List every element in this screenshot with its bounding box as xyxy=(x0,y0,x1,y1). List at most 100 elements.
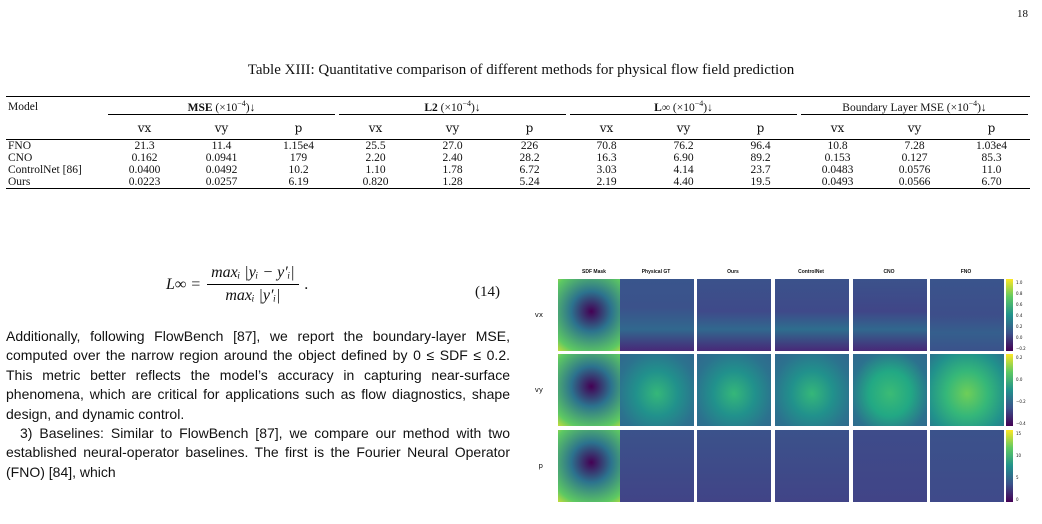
colorbar-tick: 15 xyxy=(1016,431,1022,436)
sub-header-vy: vy xyxy=(445,121,460,135)
table-cell: 2.20 xyxy=(365,152,386,164)
colorbar-vy xyxy=(1006,354,1013,426)
table-row: CNO 0.162 0.0941 179 2.20 2.40 28.2 16.3 6.90 89.… xyxy=(6,152,1030,164)
field-panel-vx-fno xyxy=(930,279,1004,351)
field-panel-p-fno xyxy=(930,430,1004,502)
field-panel-vx-controlnet xyxy=(775,279,849,351)
sub-header-row: vx vy p vx vy p vx vy p vx vy p xyxy=(6,117,1030,140)
colorbar-tick: 5 xyxy=(1016,475,1019,480)
group-header-row: Model MSE (×10−4)↓ L2 (×10−4)↓ L∞ (×10−4… xyxy=(6,96,1030,117)
colorbar-tick: 0.4 xyxy=(1016,313,1023,318)
table-cell: 11.4 xyxy=(183,139,260,152)
field-panel-vy-physical-gt xyxy=(620,354,694,426)
field-panel-vx-ours xyxy=(697,279,771,351)
table-cell: 1.78 xyxy=(442,164,463,176)
group-header-boundary-mse: Boundary Layer MSE (×10−4)↓ xyxy=(799,96,1030,117)
figure-column-title: ControlNet xyxy=(798,269,824,275)
sub-header-p: p xyxy=(987,121,996,135)
figure-row-label: vy xyxy=(534,386,543,394)
field-panel-p-sdf-mask xyxy=(558,430,632,502)
colorbar-tick: 0.6 xyxy=(1016,302,1023,307)
colorbar-tick: −0.4 xyxy=(1016,421,1026,426)
table-cell: 2.40 xyxy=(442,152,463,164)
table-cell: 6.19 xyxy=(260,176,337,189)
table-cell: 10.2 xyxy=(288,164,309,176)
model-header: Model xyxy=(6,96,106,117)
equation-linf: L∞ = maxᵢ |yᵢ − y′ᵢ| maxᵢ |y′ᵢ| . xyxy=(166,264,309,305)
table-cell: 0.0483 xyxy=(821,164,854,176)
figure-column-title: CNO xyxy=(883,269,895,275)
colorbar-tick: 0.0 xyxy=(1016,335,1023,340)
table-cell: 23.7 xyxy=(750,164,771,176)
table-cell: 0.0257 xyxy=(183,176,260,189)
flow-field-figure: SDF Mask Physical GT Ours ControlNet CNO FNO v… xyxy=(515,264,1027,509)
table-cell: 4.40 xyxy=(645,176,722,189)
sub-header-vy: vy xyxy=(214,121,229,135)
sub-header-p: p xyxy=(294,121,303,135)
table-cell: 3.03 xyxy=(596,164,617,176)
colorbar-tick: 1.0 xyxy=(1016,280,1023,285)
model-name: Ours xyxy=(6,176,106,189)
group-header-linf: L∞ (×10−4)↓ xyxy=(568,96,799,117)
equation-fraction: maxᵢ |yᵢ − y′ᵢ| maxᵢ |y′ᵢ| xyxy=(207,264,299,305)
colorbar-tick: 0.2 xyxy=(1016,324,1023,329)
table-cell: 0.0941 xyxy=(205,152,238,164)
figure-row-label: vx xyxy=(534,311,543,319)
colorbar-vx xyxy=(1006,279,1013,351)
colorbar-tick: 0.8 xyxy=(1016,291,1023,296)
sub-header-p: p xyxy=(525,121,534,135)
field-panel-vx-physical-gt xyxy=(620,279,694,351)
model-name: ControlNet [86] xyxy=(8,164,82,176)
group-header-l2: L2 (×10−4)↓ xyxy=(337,96,568,117)
colorbar-tick: 0.2 xyxy=(1016,355,1023,360)
field-panel-vx-cno xyxy=(853,279,927,351)
sub-header-vy: vy xyxy=(676,121,691,135)
table-cell: 21.3 xyxy=(106,139,183,152)
model-name: CNO xyxy=(8,152,33,164)
table-cell: 6.90 xyxy=(673,152,694,164)
table-cell: 1.10 xyxy=(365,164,386,176)
table-caption: Table XIII: Quantitative comparison of d… xyxy=(247,62,795,78)
table-cell: 16.3 xyxy=(596,152,617,164)
field-panel-p-ours xyxy=(697,430,771,502)
table-cell: 4.14 xyxy=(673,164,694,176)
field-panel-vy-sdf-mask xyxy=(558,354,632,426)
colorbar-tick: 0 xyxy=(1016,497,1019,502)
table-row: FNO 21.3 11.4 1.15e4 25.5 27.0 226 70.8 76.2 96.4… xyxy=(6,139,1030,152)
table-cell: 226 xyxy=(491,139,568,152)
colorbar-tick: 0.0 xyxy=(1016,377,1023,382)
equation-numerator: maxᵢ |yᵢ − y′ᵢ| xyxy=(207,264,299,285)
table-cell: 0.0566 xyxy=(876,176,953,189)
figure-column-title: SDF Mask xyxy=(582,269,606,275)
table-cell: 10.8 xyxy=(799,139,876,152)
table-cell: 0.162 xyxy=(131,152,158,164)
table-cell: 1.03e4 xyxy=(953,139,1030,152)
sub-header-p: p xyxy=(756,121,765,135)
table-cell: 19.5 xyxy=(722,176,799,189)
field-panel-vy-ours xyxy=(697,354,771,426)
figure-column-title: Ours xyxy=(727,269,739,275)
sub-header-vy: vy xyxy=(907,121,922,135)
table-cell: 25.5 xyxy=(337,139,414,152)
table-cell: 2.19 xyxy=(568,176,645,189)
paragraph-baselines: 3) Baselines: Similar to FlowBench [87],… xyxy=(6,425,510,480)
colorbar-p xyxy=(1006,430,1013,502)
field-panel-p-cno xyxy=(853,430,927,502)
table-cell: 85.3 xyxy=(981,152,1002,164)
table-cell: 96.4 xyxy=(722,139,799,152)
sub-header-vx: vx xyxy=(830,121,845,135)
results-table: Model MSE (×10−4)↓ L2 (×10−4)↓ L∞ (×10−4… xyxy=(6,96,1030,189)
body-text: Additionally, following FlowBench [87], … xyxy=(6,327,510,482)
figure-column-title: Physical GT xyxy=(641,269,671,275)
equation-denominator: maxᵢ |y′ᵢ| xyxy=(225,287,281,304)
colorbar-tick: −0.2 xyxy=(1016,346,1026,351)
table-cell: 1.15e4 xyxy=(260,139,337,152)
table-cell: 1.28 xyxy=(414,176,491,189)
group-header-mse: MSE (×10−4)↓ xyxy=(106,96,337,117)
page-number: 18 xyxy=(1017,8,1028,20)
field-panel-vy-fno xyxy=(930,354,1004,426)
field-panel-vy-controlnet xyxy=(775,354,849,426)
table-cell: 0.0576 xyxy=(898,164,931,176)
figure-column-title: FNO xyxy=(960,269,972,275)
table-cell: 89.2 xyxy=(750,152,771,164)
